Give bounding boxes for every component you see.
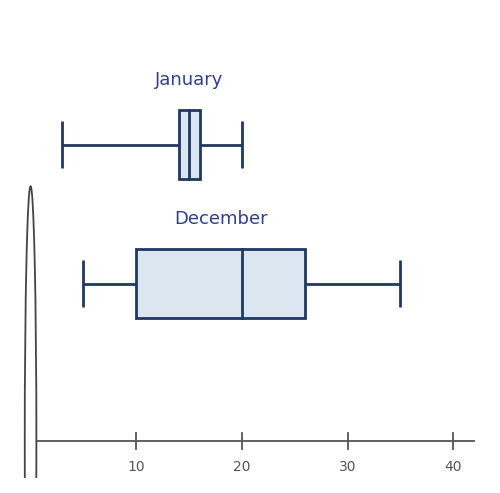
Bar <box>136 249 306 318</box>
Text: 10: 10 <box>128 459 145 474</box>
Text: 30: 30 <box>339 459 356 474</box>
Circle shape <box>25 186 36 493</box>
Text: January: January <box>155 71 224 89</box>
Text: December: December <box>174 210 268 228</box>
Bar <box>178 110 200 179</box>
Text: 0: 0 <box>26 459 35 474</box>
Text: 20: 20 <box>233 459 250 474</box>
Text: 40: 40 <box>444 459 462 474</box>
